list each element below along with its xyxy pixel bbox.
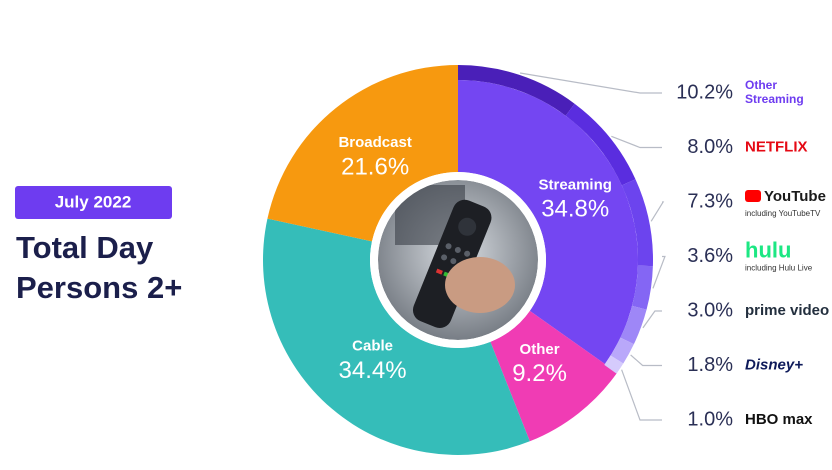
ring-segment — [458, 65, 575, 116]
leader-line — [621, 369, 662, 421]
leader-line — [630, 354, 662, 367]
slice-label: Other — [520, 341, 560, 358]
slice-value: 21.6% — [341, 154, 409, 181]
ring-segment — [632, 265, 653, 310]
brand-sublabel: including Hulu Live — [745, 264, 813, 273]
ring-segment — [565, 103, 636, 186]
leader-line — [642, 310, 662, 329]
heading-line: Persons 2+ — [16, 270, 182, 305]
ring-value: 7.3% — [687, 190, 733, 212]
ring-value: 3.6% — [687, 245, 733, 267]
ring-segment — [610, 337, 634, 364]
ring-segment — [621, 179, 654, 267]
slice-value: 34.4% — [339, 357, 407, 384]
leader-line — [652, 255, 666, 289]
heading-line: Total Day — [16, 230, 154, 265]
pie-slice — [490, 310, 618, 442]
slice-value: 9.2% — [512, 360, 567, 387]
brand-label: Disney+ — [745, 356, 803, 373]
ring-value: 1.0% — [687, 408, 733, 430]
ring-value: 3.0% — [687, 299, 733, 321]
date-badge-text: July 2022 — [55, 192, 132, 211]
leader-line — [611, 135, 662, 149]
ring-value: 8.0% — [687, 136, 733, 158]
ring-value: 1.8% — [687, 354, 733, 376]
brand-sublabel: including YouTubeTV — [745, 209, 821, 218]
brand-label: Other Streaming — [745, 78, 804, 106]
ring-segment — [604, 355, 624, 374]
center-photo — [378, 180, 538, 340]
brand-label: HBO max — [745, 411, 813, 428]
slice-label: Cable — [352, 338, 393, 355]
date-badge — [15, 186, 172, 219]
pie-slice — [458, 80, 638, 364]
brand-icon — [745, 190, 761, 202]
slice-label: Streaming — [539, 176, 612, 193]
leader-line — [519, 72, 662, 94]
brand-label: prime video — [745, 302, 829, 319]
brand-label: hulu — [745, 237, 791, 262]
ring-value: 10.2% — [676, 81, 733, 103]
ring-segment — [620, 305, 647, 345]
slice-value: 34.8% — [541, 196, 609, 223]
brand-label: NETFLIX — [745, 138, 808, 155]
pie-slice — [267, 65, 458, 242]
slice-label: Broadcast — [338, 134, 411, 151]
brand-label: YouTube — [764, 188, 826, 205]
pie-slice — [262, 218, 530, 456]
leader-line — [650, 201, 665, 222]
